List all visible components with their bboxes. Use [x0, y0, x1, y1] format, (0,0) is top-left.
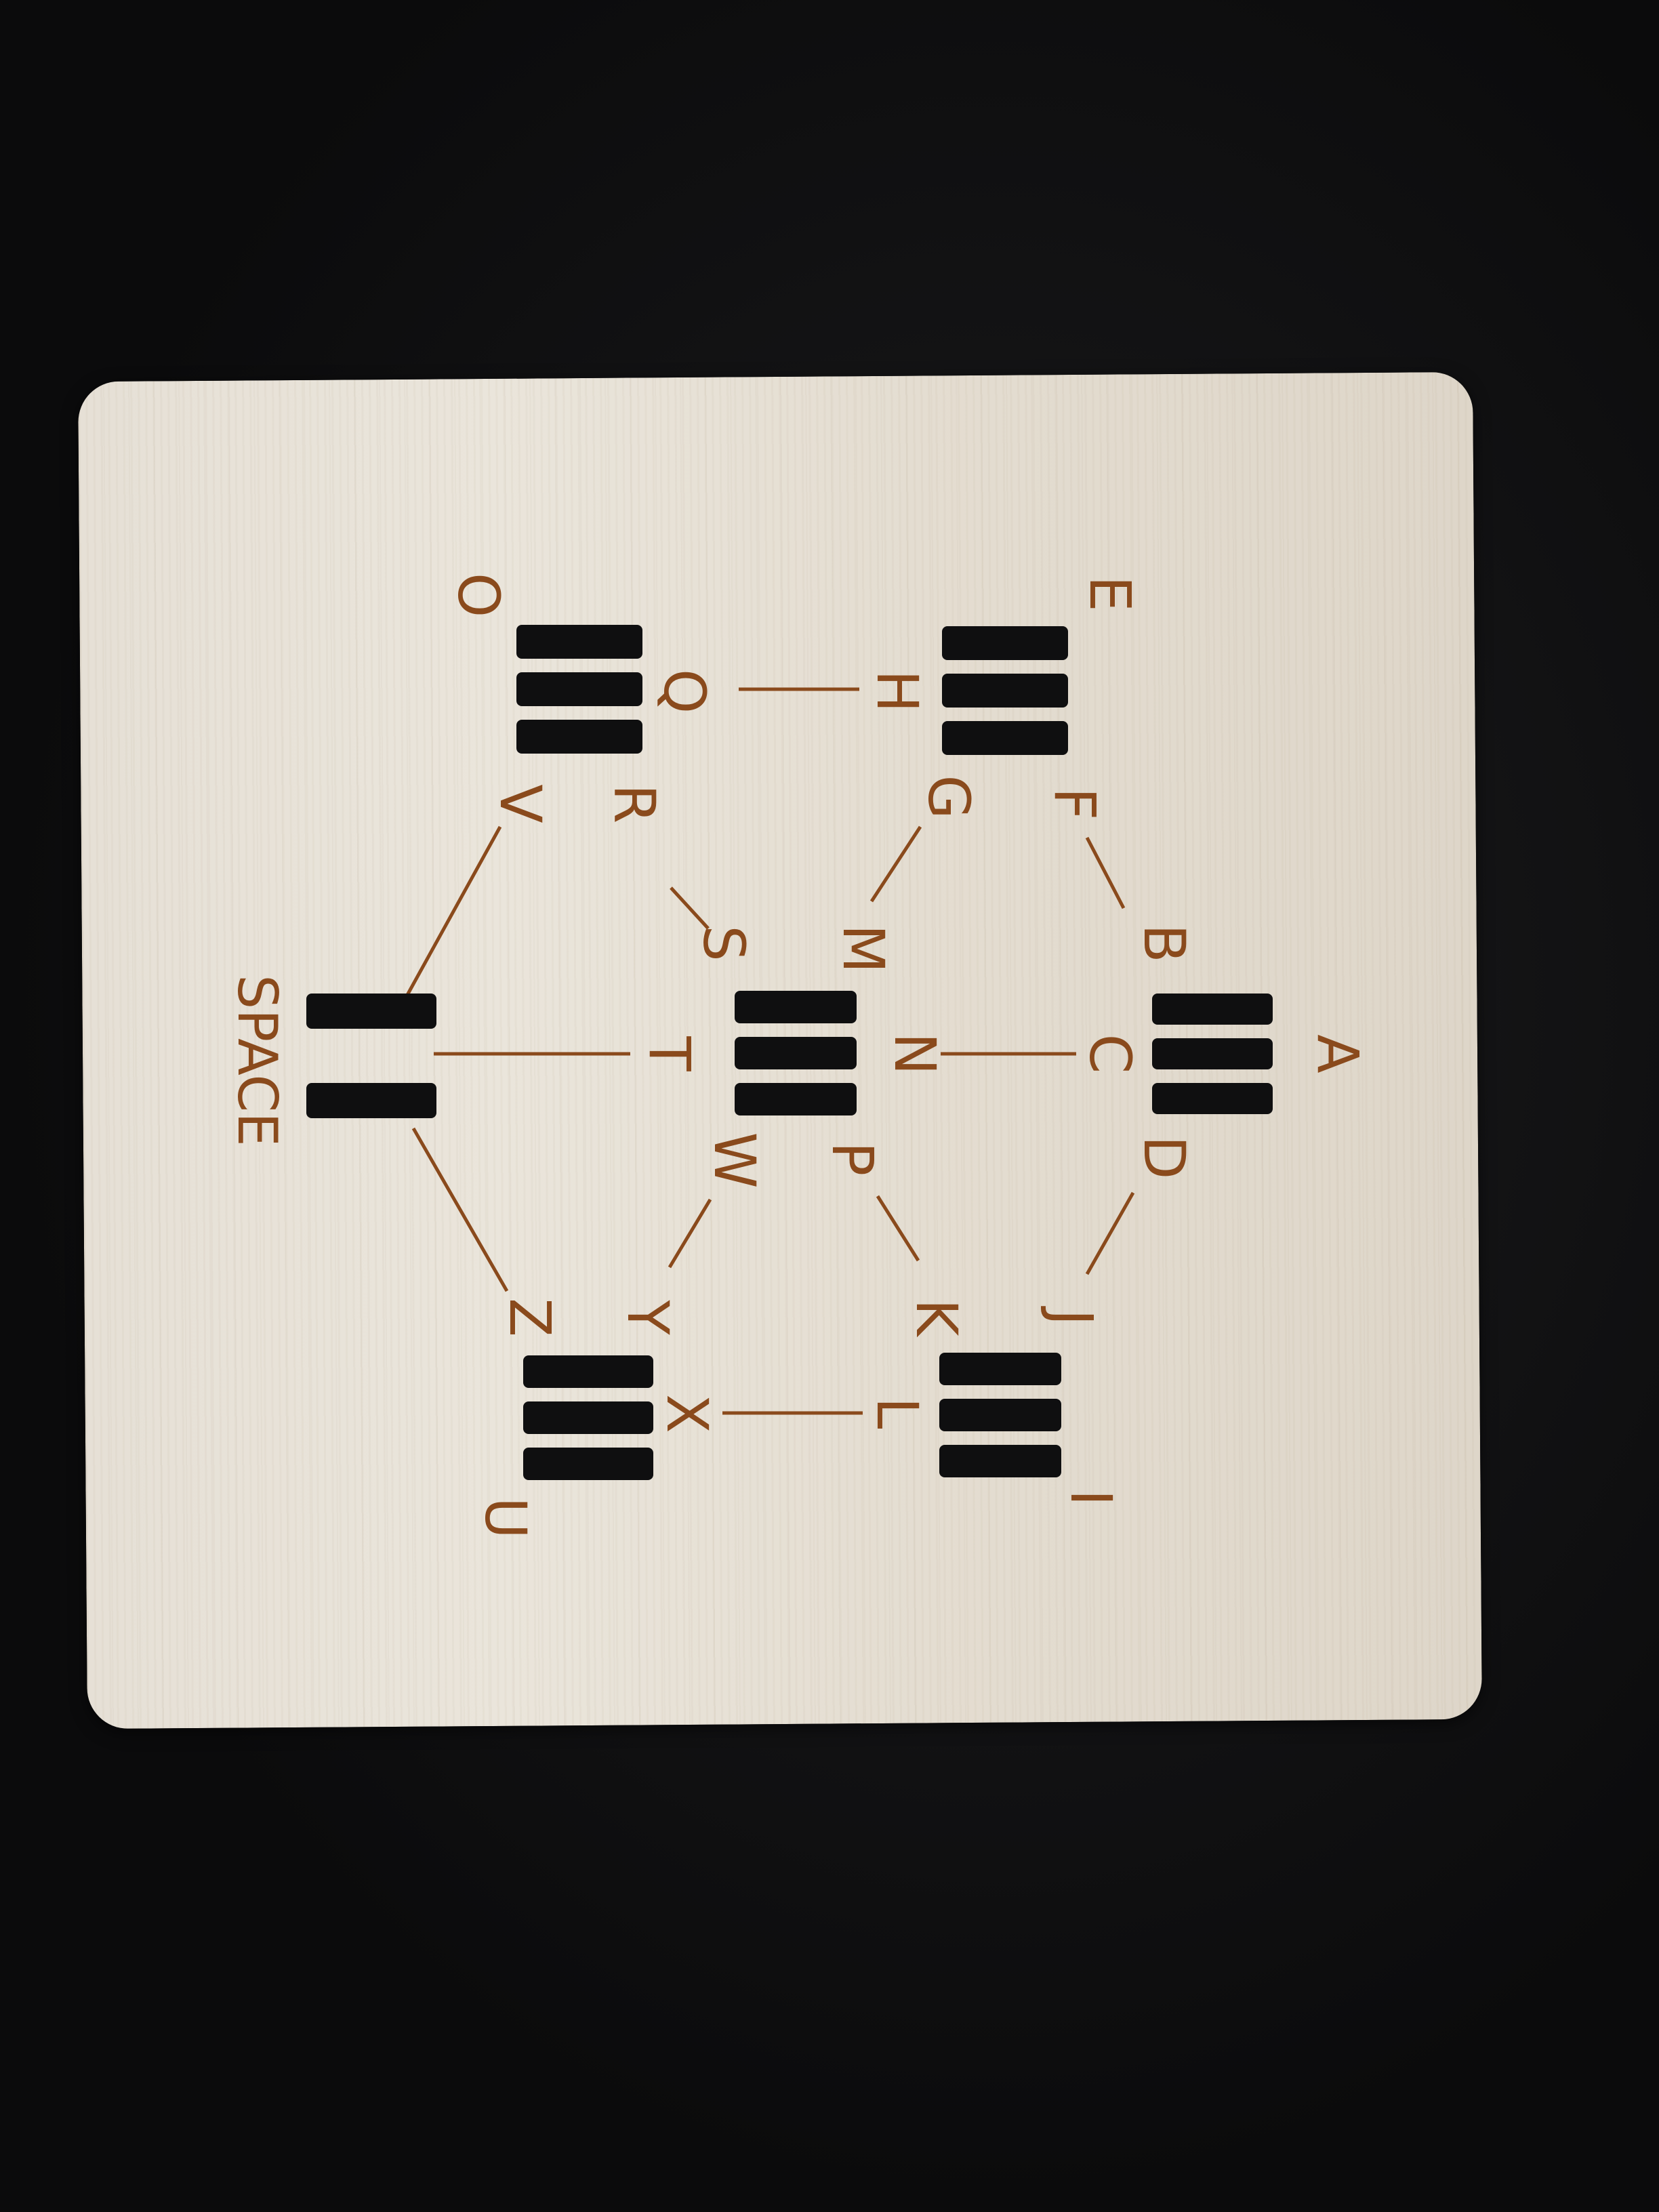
letter-m: M — [830, 924, 897, 973]
slot-groups — [306, 625, 1273, 1480]
line-m-g — [869, 825, 922, 903]
letter-n: N — [882, 1033, 948, 1076]
space-label: SPACE — [226, 975, 289, 1147]
line-d-j — [1085, 1191, 1135, 1275]
letter-b: B — [1131, 924, 1197, 963]
letter-t: T — [636, 1036, 703, 1071]
slot-cell-oq — [516, 625, 642, 754]
letter-p: P — [819, 1142, 886, 1176]
connector-lines — [405, 687, 1135, 1415]
letter-q: Q — [651, 669, 718, 714]
letter-g: G — [916, 775, 982, 819]
slot-cell-ux — [523, 1355, 653, 1480]
line-r-s — [670, 886, 710, 930]
slot-cell-eh — [942, 626, 1068, 755]
letter-y: Y — [615, 1299, 681, 1335]
line-space-z — [411, 1127, 509, 1292]
letter-u: U — [472, 1497, 539, 1538]
slot-cell-il — [939, 1353, 1061, 1477]
letter-j: J — [1039, 1306, 1105, 1326]
letter-f: F — [1042, 787, 1108, 820]
slot-cell-ab — [1152, 994, 1273, 1114]
line-f-b — [1085, 836, 1126, 909]
slot-cell-space — [306, 994, 436, 1118]
letter-x: X — [654, 1394, 720, 1433]
letter-c: C — [1077, 1034, 1143, 1074]
slot-cell-mn — [735, 991, 857, 1115]
letter-l: L — [864, 1397, 930, 1429]
letter-i: I — [1058, 1490, 1124, 1507]
letter-o: O — [445, 573, 512, 617]
letter-s: S — [691, 925, 757, 961]
letter-h: H — [864, 670, 930, 712]
letter-e: E — [1077, 575, 1143, 611]
letter-k: K — [903, 1298, 970, 1337]
letter-z: Z — [497, 1298, 563, 1337]
line-space-v — [405, 825, 502, 998]
line-p-k — [876, 1195, 920, 1262]
letter-labels: A B C D E F G H I J K L M N P O Q R V S … — [445, 573, 1371, 1539]
letter-r: R — [601, 784, 668, 823]
letter-a: A — [1305, 1034, 1371, 1073]
line-y-w — [668, 1198, 712, 1269]
letter-w: W — [701, 1132, 768, 1188]
letter-v: V — [487, 784, 554, 823]
letter-d: D — [1131, 1136, 1197, 1180]
